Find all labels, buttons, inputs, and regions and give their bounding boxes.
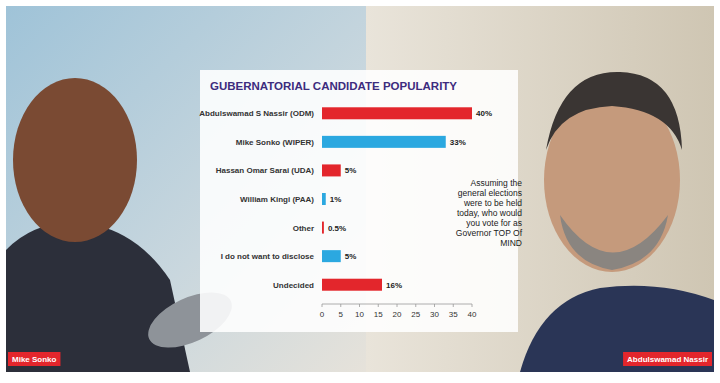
bar (322, 222, 324, 234)
left-head (13, 78, 137, 242)
x-tick-label: 25 (411, 310, 420, 319)
background (0, 0, 720, 383)
name-caption: Abdulswamad Nassir (623, 352, 712, 366)
right-suit (520, 286, 714, 372)
right-hair (546, 72, 682, 150)
bar (322, 193, 326, 205)
x-tick (340, 304, 341, 307)
data-label: 40% (476, 109, 492, 118)
annotation-line: you vote for as (466, 218, 522, 228)
bar (322, 107, 472, 119)
annotation-line: general elections (458, 188, 522, 198)
annotation-line: today, who would (457, 208, 522, 218)
category-label: Undecided (273, 281, 314, 290)
x-tick-label: 10 (355, 310, 364, 319)
x-tick (434, 304, 435, 307)
bar (322, 279, 382, 291)
data-label: 33% (450, 138, 466, 147)
bar (322, 136, 446, 148)
annotation: Assuming thegeneral electionswere to be … (456, 178, 523, 248)
caption-box (8, 352, 60, 366)
category-label: Hassan Omar Sarai (UDA) (216, 166, 315, 175)
data-label: 1% (330, 195, 342, 204)
category-label: Other (293, 224, 314, 233)
x-tick (322, 304, 323, 307)
caption-text: Mike Sonko (12, 355, 57, 364)
annotation-line: Assuming the (471, 178, 523, 188)
x-tick-label: 40 (468, 310, 477, 319)
x-tick-label: 5 (339, 310, 344, 319)
x-tick (472, 304, 473, 307)
chart-title: GUBERNATORIAL CANDIDATE POPULARITY (210, 80, 457, 92)
category-label: I do not want to disclose (221, 252, 315, 261)
x-tick-label: 15 (374, 310, 383, 319)
page: {"chart_data": { "type": "bar", "orienta… (0, 0, 720, 383)
name-caption: Mike Sonko (8, 352, 60, 366)
bars (322, 107, 472, 290)
caption-text: Abdulswamad Nassir (627, 355, 708, 364)
data-label: 16% (386, 281, 402, 290)
x-tick-label: 0 (320, 310, 325, 319)
data-label: 5% (345, 252, 357, 261)
x-tick (378, 304, 379, 307)
chart-root: GUBERNATORIAL CANDIDATE POPULARITY Abduls… (0, 0, 720, 383)
x-tick (415, 304, 416, 307)
annotation-line: were to be held (463, 198, 522, 208)
category-label: Abdulswamad S Nassir (ODM) (199, 109, 314, 118)
bar (322, 164, 341, 176)
x-tick-label: 20 (393, 310, 402, 319)
data-label: 0.5% (328, 224, 346, 233)
x-tick-label: 30 (430, 310, 439, 319)
x-tick-label: 35 (449, 310, 458, 319)
x-tick (359, 304, 360, 307)
right-beard (560, 215, 668, 270)
data-label: 5% (345, 166, 357, 175)
category-label: Mike Sonko (WIPER) (236, 138, 315, 147)
bar (322, 250, 341, 262)
caption-box (623, 352, 712, 366)
left-suit (6, 223, 190, 372)
annotation-line: Governor TOP Of (456, 228, 523, 238)
annotation-line: MIND (500, 238, 522, 248)
x-tick (397, 304, 398, 307)
category-label: William Kingi (PAA) (240, 195, 314, 204)
x-tick (453, 304, 454, 307)
